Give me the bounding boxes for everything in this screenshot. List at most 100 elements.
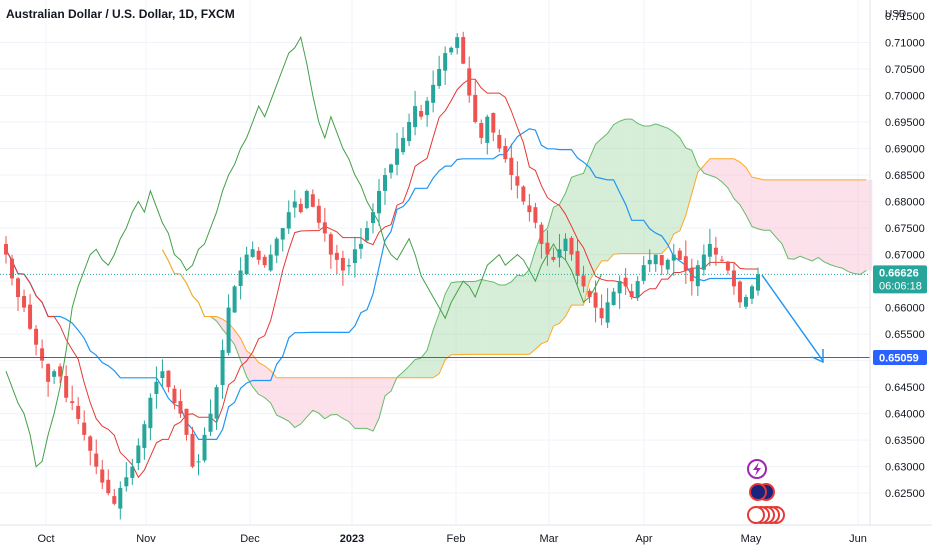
cloud-segment [842, 179, 849, 272]
candle-body [346, 265, 351, 267]
plot-area[interactable] [0, 0, 870, 525]
forecast-arrow-shaft [761, 274, 824, 362]
cloud-segment [824, 179, 831, 265]
cloud-segment [661, 125, 668, 254]
cloud-segment [342, 377, 349, 422]
cloud-segment [457, 281, 464, 355]
cloud-segment [270, 370, 277, 416]
candle-body [479, 123, 484, 138]
candle-body [64, 375, 69, 398]
y-tick-label: 0.70500 [885, 64, 925, 76]
cloud-segment [318, 377, 325, 419]
y-tick-label: 0.71000 [885, 37, 925, 49]
y-tick-label: 0.67000 [885, 250, 925, 262]
cloud-segment [709, 158, 716, 178]
cloud-segment [758, 178, 765, 231]
y-tick-label: 0.63000 [885, 462, 925, 474]
event-icons[interactable] [747, 459, 785, 524]
candle-body [202, 434, 207, 461]
candle-body [244, 254, 249, 275]
candle-body [551, 256, 556, 260]
candle-body [473, 94, 478, 123]
candle-body [605, 302, 610, 323]
cloud-segment [667, 128, 674, 248]
cloud-segment [312, 377, 319, 414]
candle-body [352, 249, 357, 264]
candle-body [184, 408, 189, 435]
candle-body [112, 496, 117, 504]
candle-body [581, 275, 586, 287]
cloud-segment [469, 281, 476, 355]
cloud-segment [806, 179, 813, 261]
au-flag-events-icon[interactable] [749, 483, 775, 501]
candle-body [467, 68, 472, 96]
y-axis[interactable]: 0.71000 0.70500 0.70000 0.69500 0.69000 0.685… [885, 11, 925, 500]
y-tick-label-partial: 0.71500 [885, 11, 925, 23]
candle-body [383, 175, 388, 191]
candle-body [449, 47, 454, 53]
y-tick-label: 0.66000 [885, 303, 925, 315]
cloud-segment [673, 132, 680, 234]
y-tick-label: 0.63500 [885, 435, 925, 447]
forecast-arrow[interactable] [761, 274, 824, 364]
cloud-segment [860, 179, 867, 275]
candle-body [88, 436, 93, 451]
candle-body [539, 224, 544, 244]
cloud-segment [679, 137, 686, 231]
candle-body [569, 237, 574, 255]
countdown-timer: 06:06:18 [879, 280, 922, 292]
cloud-segment [854, 179, 861, 275]
x-tick-label: 2023 [340, 533, 364, 545]
forecast-arrow-head-icon [811, 349, 824, 364]
cloud-segment [360, 377, 367, 429]
cloud-segment [288, 377, 295, 428]
candle-body [635, 281, 640, 298]
cloud-segment [252, 355, 259, 395]
candle-body [701, 254, 706, 270]
cloud-segment [643, 125, 650, 254]
cloud-segment [336, 377, 343, 419]
candle-body [617, 281, 622, 294]
x-axis[interactable]: Oct Nov Dec 2023 Feb Mar Apr May Jun [37, 533, 866, 545]
candle-body [52, 371, 57, 377]
candle-body [34, 328, 39, 345]
us-flag-events-icon[interactable] [747, 506, 785, 524]
y-tick-label: 0.67500 [885, 223, 925, 235]
candle-body [160, 371, 165, 379]
candle-body [623, 277, 628, 287]
candle-body [268, 254, 273, 271]
candle-body [148, 397, 153, 429]
candle-body [395, 148, 400, 165]
cloud-segment [505, 281, 512, 355]
candle-body [28, 304, 33, 329]
cloud-segment [721, 158, 728, 188]
cloud-segment [559, 192, 566, 324]
cloud-segment [439, 293, 446, 374]
x-tick-label: Mar [540, 533, 559, 545]
candle-body [593, 292, 598, 308]
cloud-segment [330, 377, 337, 415]
candle-body [70, 401, 75, 404]
candle-body [707, 243, 712, 257]
candle-body [563, 238, 568, 252]
cloud-segment [703, 158, 710, 176]
candle-body [497, 134, 502, 149]
candle-body [118, 487, 123, 509]
current-price-value: 0.66626 [879, 267, 919, 279]
candle-body [166, 370, 171, 388]
y-tick-label: 0.64500 [885, 382, 925, 394]
candle-body [100, 469, 105, 483]
candle-body [425, 100, 430, 116]
current-price-tag: 0.66626 06:06:18 [873, 265, 927, 294]
cloud-segment [487, 280, 494, 355]
candle-body [10, 258, 15, 279]
cloud-segment [565, 177, 572, 317]
candle-body [238, 270, 243, 286]
candle-body [214, 387, 219, 419]
cloud-segment [836, 179, 843, 269]
candle-body [485, 116, 490, 143]
candle-body [22, 296, 27, 308]
y-tick-label: 0.62500 [885, 488, 925, 500]
support-price-tag: 0.65059 [873, 349, 927, 365]
